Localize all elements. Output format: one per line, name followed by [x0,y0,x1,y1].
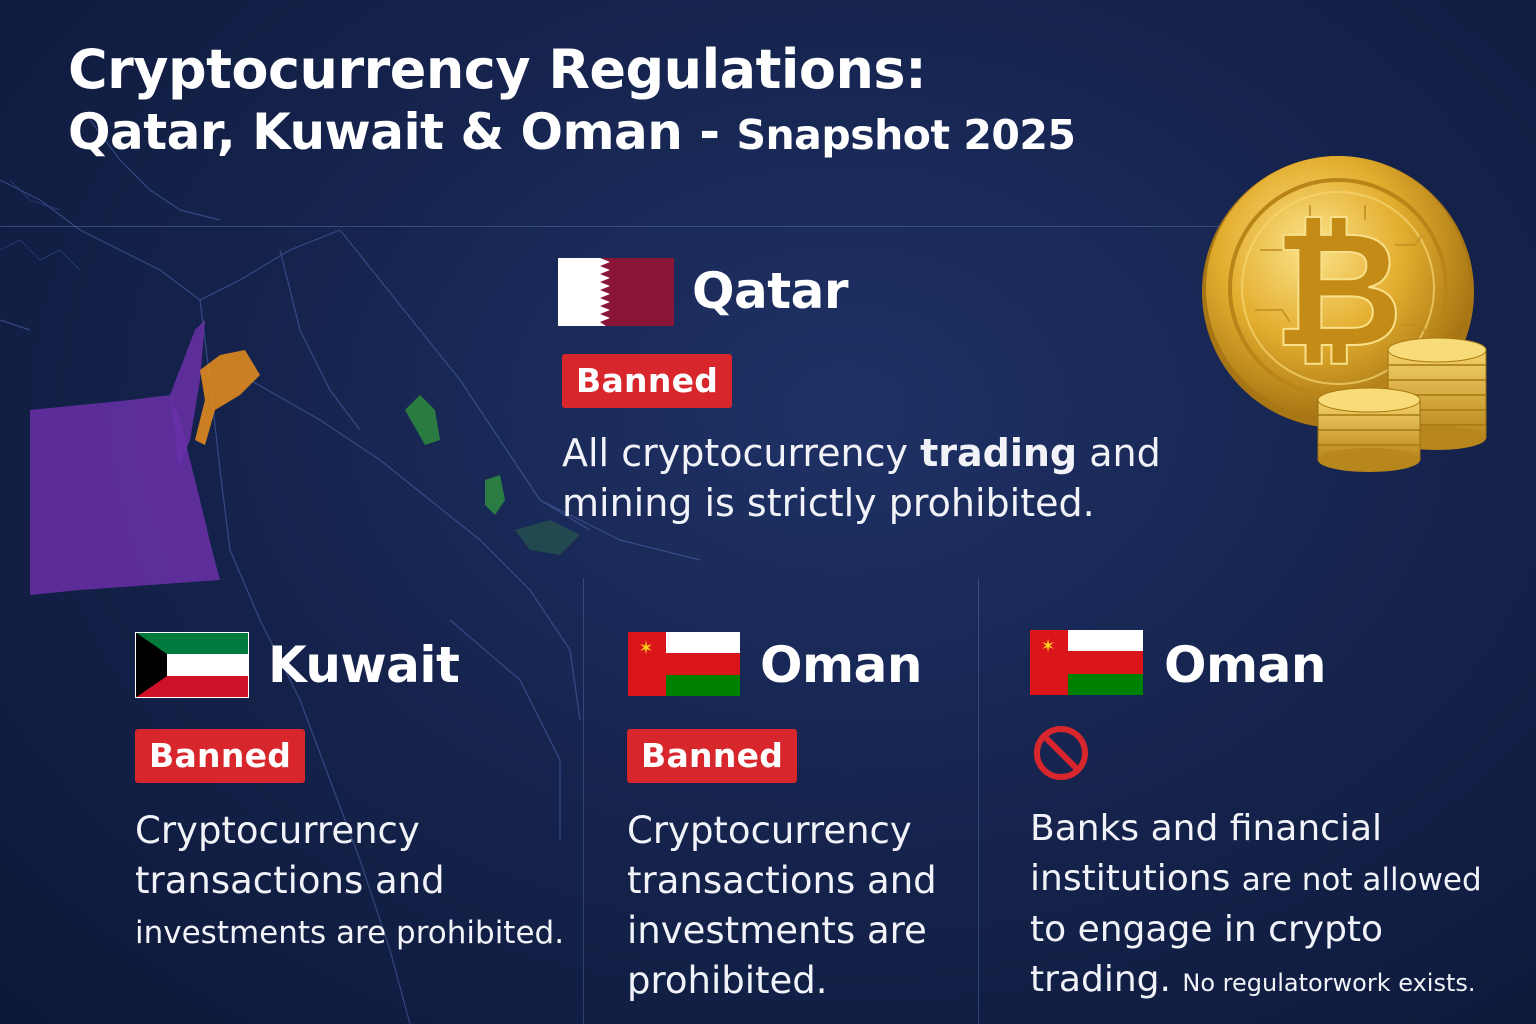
svg-text:✶: ✶ [638,638,653,659]
qatar-description: All cryptocurrency trading and mining is… [562,431,1161,525]
title-line2: Qatar, Kuwait & Oman - Snapshot 2025 [68,103,1076,162]
gold-coin-stack-icon [1317,337,1487,472]
prohibited-icon [1034,726,1088,780]
kuwait-region [405,395,440,445]
bitcoin-coin-icon: ₿ [1202,156,1487,472]
kuwait-flag-icon [135,632,249,698]
svg-text:✶: ✶ [1040,636,1055,657]
column-divider-2 [978,578,979,1024]
page-title: Cryptocurrency Regulations: Qatar, Kuwai… [68,38,1076,162]
oman-name-1: Oman [760,636,922,694]
kuwait-description: Cryptocurrency transactions and investme… [135,809,565,951]
qatar-region [485,475,505,515]
title-snapshot: Snapshot 2025 [736,111,1076,160]
oman-status-badge: Banned [627,729,798,783]
jordan-region [195,350,260,445]
kuwait-name: Kuwait [268,636,460,694]
title-line1: Cryptocurrency Regulations: [68,38,927,101]
svg-text:₿: ₿ [1273,196,1403,383]
qatar-status-badge: Banned [562,354,733,408]
oman-flag-icon-2: ✶ [1030,630,1143,695]
oman-flag-icon: ✶ [628,632,740,696]
kuwait-status-badge: Banned [135,729,306,783]
title-line2-main: Qatar, Kuwait & Oman - [68,103,737,162]
egypt-region [30,395,220,595]
qatar-flag-icon [558,258,674,326]
oman-description-1: Cryptocurrency transactions and investme… [627,809,937,1002]
oman-description-2: Banks and financial institutions are not… [1030,808,1482,1000]
oman-name-2: Oman [1164,636,1326,694]
qatar-name: Qatar [692,262,849,320]
column-divider-1 [583,578,584,1024]
header-divider [0,226,1220,227]
